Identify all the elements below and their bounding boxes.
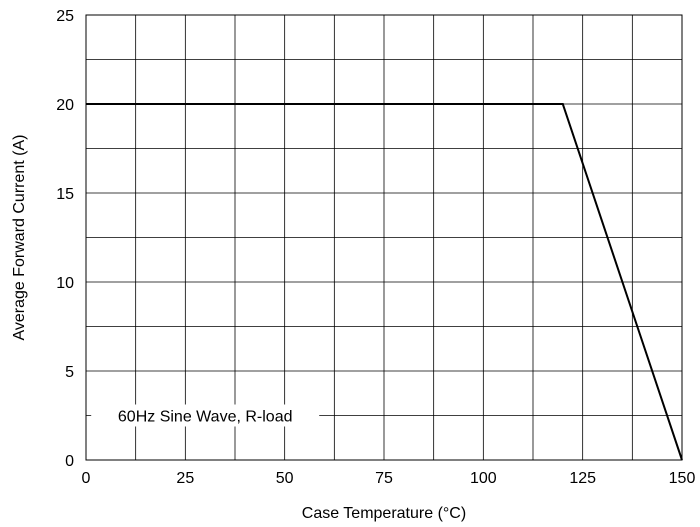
- x-tick-label: 75: [375, 470, 393, 487]
- x-tick-label: 25: [176, 470, 194, 487]
- y-tick-label: 5: [65, 364, 74, 381]
- grid-lines: [86, 15, 682, 460]
- x-tick-label: 100: [470, 470, 497, 487]
- x-axis-ticks: 0 25 50 75 100 125 150: [82, 470, 696, 487]
- x-tick-label: 125: [569, 470, 596, 487]
- x-tick-label: 0: [82, 470, 91, 487]
- y-tick-label: 25: [56, 8, 74, 25]
- series-layer: [86, 103, 683, 461]
- x-axis-label: Case Temperature (°C): [302, 505, 466, 522]
- y-tick-label: 15: [56, 186, 74, 203]
- x-tick-label: 50: [276, 470, 294, 487]
- y-tick-label: 20: [56, 97, 74, 114]
- series-line: [86, 103, 683, 461]
- x-tick-label: 150: [669, 470, 696, 487]
- annotation-background: [91, 404, 320, 427]
- y-tick-label: 0: [65, 453, 74, 470]
- y-axis-label: Average Forward Current (A): [11, 135, 28, 341]
- y-tick-label: 10: [56, 275, 74, 292]
- annotation-label: 60Hz Sine Wave, R-load: [118, 409, 293, 426]
- y-axis-ticks: 0 5 10 15 20 25: [56, 8, 74, 470]
- plot-frame: [85, 14, 683, 461]
